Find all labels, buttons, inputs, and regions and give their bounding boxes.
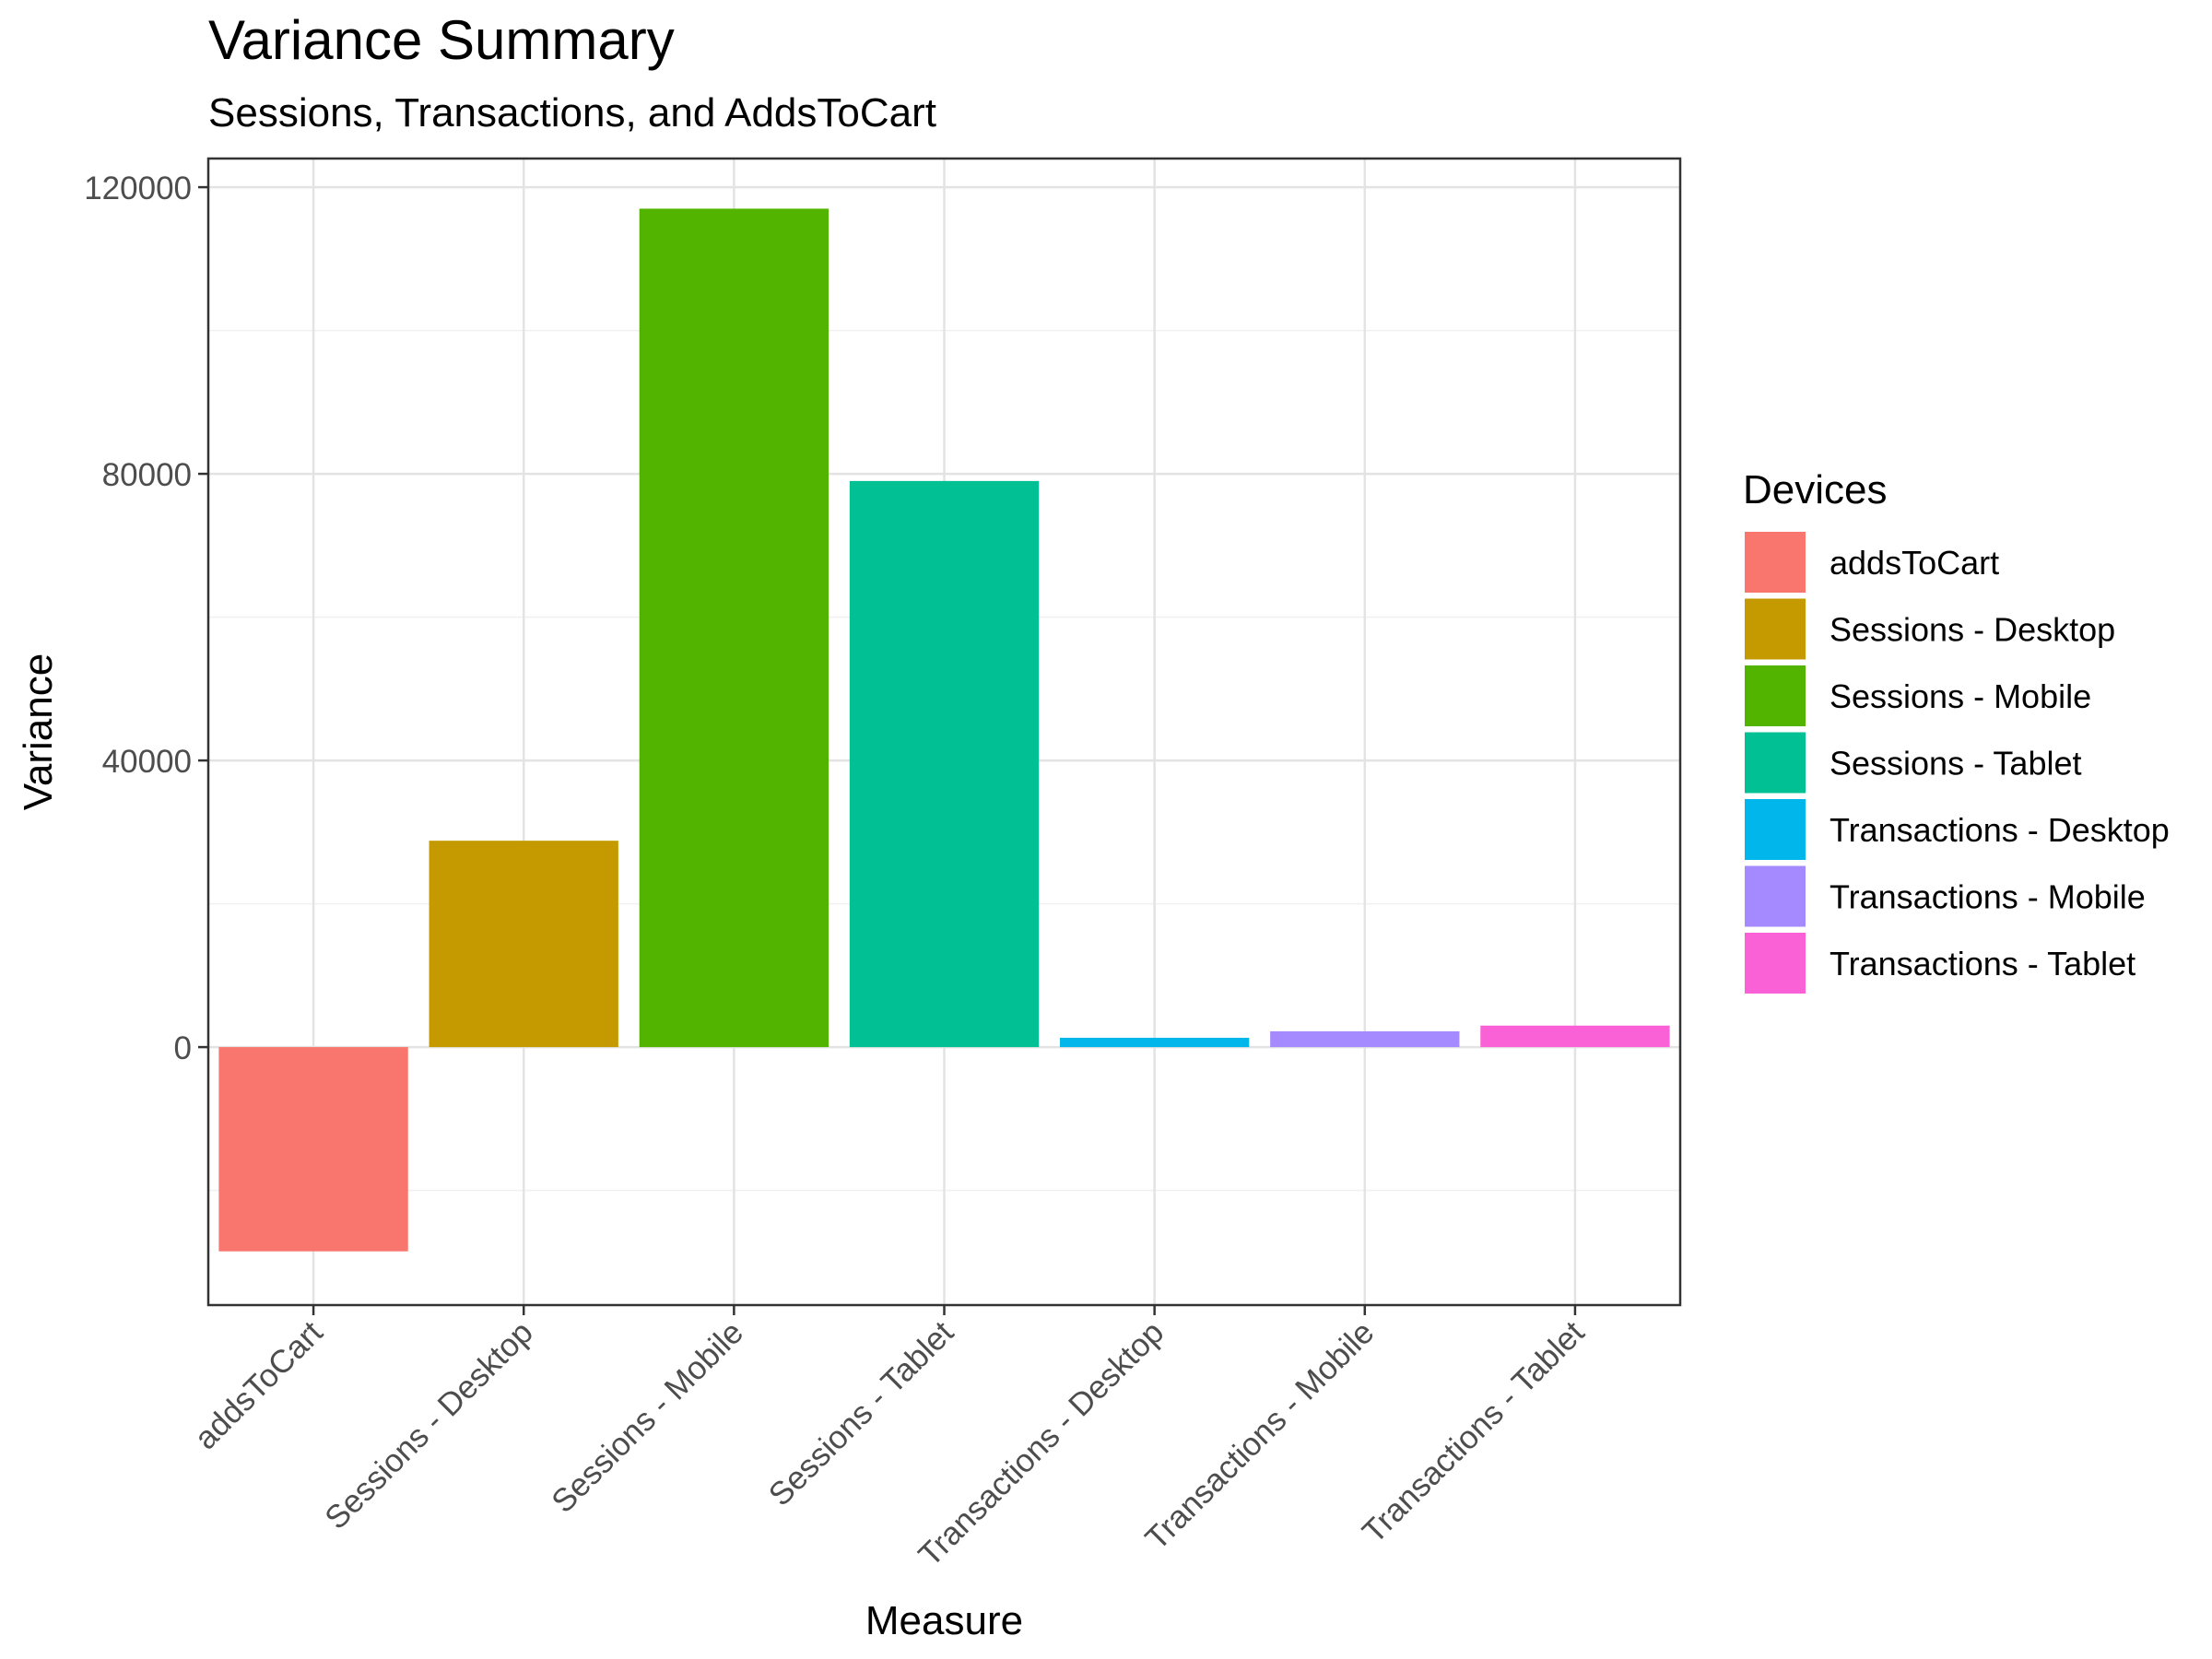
legend-swatch — [1745, 598, 1806, 660]
y-axis-title: Variance — [16, 653, 61, 810]
legend-swatch — [1745, 732, 1806, 794]
bar — [1480, 1025, 1670, 1048]
bars — [218, 208, 1670, 1252]
chart-title: Variance Summary — [208, 9, 675, 71]
bar — [1059, 1037, 1250, 1048]
legend-label: Transactions - Tablet — [1830, 945, 2136, 982]
bar — [849, 480, 1040, 1048]
x-axis-title: Measure — [865, 1598, 1023, 1643]
chart-subtitle: Sessions, Transactions, and AddsToCart — [208, 90, 936, 135]
bar — [1270, 1030, 1460, 1048]
x-tick-label: Transactions - Desktop — [912, 1314, 1171, 1573]
legend-label: addsToCart — [1830, 544, 1999, 582]
x-tick-label: Sessions - Tablet — [762, 1314, 961, 1513]
legend-swatch — [1745, 865, 1806, 927]
legend-label: Transactions - Mobile — [1830, 878, 2146, 916]
y-tick-label: 120000 — [84, 171, 192, 206]
bar — [639, 208, 830, 1048]
legend-swatch — [1745, 532, 1806, 593]
legend-label: Sessions - Tablet — [1830, 745, 2081, 782]
legend-label: Transactions - Desktop — [1830, 811, 2170, 849]
x-tick-label: Sessions - Mobile — [545, 1314, 750, 1520]
x-tick-label: Sessions - Desktop — [318, 1314, 540, 1536]
x-tick-label: addsToCart — [188, 1314, 330, 1456]
legend-swatch — [1745, 933, 1806, 994]
legend-swatch — [1745, 799, 1806, 860]
y-tick-label: 40000 — [102, 744, 192, 780]
legend-title: Devices — [1743, 467, 1888, 512]
x-tick-label: Transactions - Tablet — [1356, 1314, 1592, 1550]
bar — [429, 841, 618, 1048]
y-tick-label: 80000 — [102, 457, 192, 493]
legend: Devices addsToCart Sessions - Desktop Sess… — [1743, 467, 2170, 994]
legend-swatch — [1745, 665, 1806, 726]
bar — [218, 1047, 408, 1252]
y-tick-label: 0 — [174, 1030, 192, 1066]
legend-label: Sessions - Mobile — [1830, 677, 2091, 715]
legend-label: Sessions - Desktop — [1830, 611, 2115, 649]
x-tick-label: Transactions - Mobile — [1138, 1314, 1381, 1557]
